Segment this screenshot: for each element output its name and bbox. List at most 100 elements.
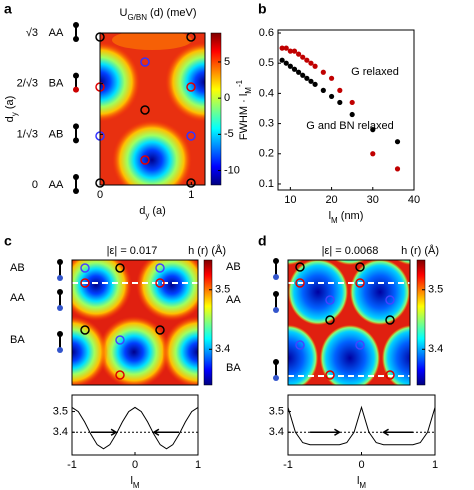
point [304, 57, 310, 63]
chart-title-part: |ε| = 0.017 [107, 245, 158, 257]
y-tick-label: 3.5 [269, 405, 284, 417]
colorbar-tick-label: 3.4 [428, 343, 443, 355]
atom [73, 174, 79, 180]
colorbar [210, 32, 222, 186]
y-tick-label: 0.2 [259, 148, 274, 160]
point [300, 54, 306, 60]
plot-frame [277, 29, 415, 191]
chart-title-part: |ε| = 0.0068 [322, 245, 379, 257]
site-marker [80, 325, 90, 335]
atom [273, 375, 279, 381]
point [370, 151, 376, 157]
atom [273, 274, 279, 280]
atom [73, 22, 79, 28]
plot-frame [99, 32, 206, 186]
y-tick-label: 0.1 [259, 178, 274, 190]
colorbar-tick-label: 3.5 [215, 284, 230, 296]
site-marker [355, 262, 365, 272]
x-axis-label-part: (nm) [338, 210, 364, 222]
y-tick-label: 3.4 [269, 426, 284, 438]
heatmap-image [288, 260, 410, 385]
arrow [152, 428, 180, 436]
site-label: AA [226, 294, 241, 306]
point [308, 78, 314, 84]
y-tick-label: 0.5 [259, 57, 274, 69]
profile-line [71, 406, 199, 450]
y-axis-label-part: M [244, 87, 253, 94]
site-marker [186, 82, 196, 92]
x-tick-label: -1 [283, 459, 293, 471]
point [312, 63, 318, 69]
y-axis-label-part: y [10, 112, 19, 116]
y-axis-label: dy (a) [4, 96, 19, 123]
x-axis-label-part: M [359, 481, 366, 490]
x-tick-label: 0 [132, 459, 138, 471]
site-label: AB [226, 261, 241, 273]
point [312, 81, 318, 87]
site-marker [295, 262, 305, 272]
point [296, 51, 302, 57]
y-axis-label-part: -1 [235, 79, 244, 87]
point [337, 99, 343, 106]
site-marker [115, 335, 125, 345]
site-label: AB [10, 262, 25, 274]
point [287, 63, 293, 69]
y-tick-label: 0.3 [259, 117, 274, 129]
panel-label: c [4, 233, 12, 249]
atom [73, 72, 79, 79]
panel-label: a [4, 1, 12, 17]
x-tick-label: 1 [195, 459, 201, 471]
point [279, 45, 285, 51]
atom [57, 289, 63, 295]
profile-line [287, 405, 436, 446]
legend-label: G and BN relaxed [306, 120, 393, 132]
point [394, 139, 401, 145]
heatmap-image [100, 33, 205, 185]
colorbar [203, 259, 213, 386]
y-axis-label: FWHM · lM-1 [235, 79, 253, 140]
x-axis-label-part: l [130, 475, 132, 487]
x-tick-label: 1 [432, 459, 438, 471]
site-label: AA [10, 292, 25, 304]
plot-frame [71, 394, 199, 456]
site-marker [80, 263, 90, 273]
x-tick-label: 1 [188, 189, 194, 201]
arrow [382, 428, 413, 436]
point [349, 99, 355, 106]
x-axis-label: dy (a) [139, 205, 166, 220]
point [279, 57, 285, 63]
point [308, 60, 314, 66]
site-marker [325, 370, 335, 380]
atom [57, 331, 63, 337]
x-axis-label-part: y [145, 211, 149, 220]
plot-frame [71, 259, 199, 386]
point [283, 60, 289, 66]
site-marker [115, 370, 125, 380]
atom [73, 86, 79, 93]
point [320, 69, 326, 75]
panel-label: d [258, 233, 267, 249]
plot-frame [287, 259, 411, 386]
site-marker [295, 340, 305, 350]
site-label: AA [49, 27, 64, 39]
x-tick-label: 0 [97, 189, 103, 201]
atom [273, 291, 279, 297]
atom [73, 137, 79, 144]
point [291, 66, 298, 72]
colorbar-title: h (r) (Å) [188, 244, 226, 257]
site-marker [140, 57, 150, 67]
atom [57, 347, 63, 353]
x-axis-label-part: M [331, 216, 338, 225]
site-marker [325, 295, 335, 305]
x-axis-label-part: (a) [149, 205, 166, 217]
point [320, 87, 326, 93]
plot-frame [287, 394, 436, 456]
site-marker [186, 178, 196, 188]
x-tick-label: -1 [67, 459, 77, 471]
x-tick-label: 20 [325, 194, 337, 206]
y-axis-label-part: FWHM · l [238, 94, 250, 140]
site-marker [325, 315, 335, 325]
site-marker [140, 155, 150, 165]
atom [273, 258, 279, 264]
